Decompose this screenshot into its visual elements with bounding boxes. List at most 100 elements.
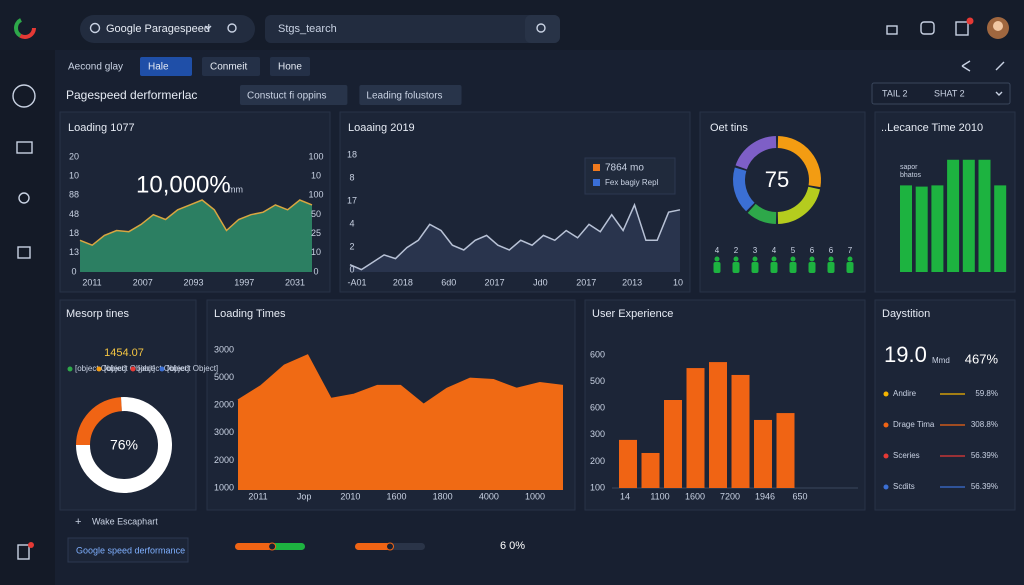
x-tick-label: 6d0 (441, 277, 456, 287)
page-title: Pagespeed derformerlac (66, 88, 197, 102)
panel-title: Loaaing 2019 (348, 122, 415, 134)
y-tick-label: 10 (311, 247, 321, 257)
people-count: 2 (734, 246, 739, 255)
people-count: 3 (753, 246, 758, 255)
notify-icon[interactable] (955, 21, 969, 36)
x-tick-label: 2011 (82, 277, 101, 287)
bar (915, 186, 928, 272)
chat-icon[interactable] (920, 21, 935, 35)
legend-label: Fex bagiy Repl (605, 178, 659, 187)
unit: mm (228, 184, 243, 194)
row-label: Andire (893, 389, 917, 398)
y-tick-label: 100 (308, 190, 323, 200)
donut-segment (735, 136, 777, 170)
pin-icon[interactable] (18, 192, 30, 204)
sidebar (0, 50, 55, 585)
legend-dot (159, 366, 165, 372)
share-icon[interactable] (961, 60, 971, 72)
y-tick-label: 300 (590, 429, 605, 439)
x-tick-label: 1800 (433, 491, 453, 501)
lock-icon[interactable] (886, 25, 898, 35)
value: 1454.07 (104, 347, 144, 359)
unit: Mmd (932, 356, 950, 365)
y-tick-label: 48 (69, 209, 79, 219)
badge (28, 542, 34, 548)
legend-swatch (593, 179, 600, 186)
search-text: Google Paragespeed (106, 23, 210, 35)
search-icon (536, 23, 546, 33)
chevron (995, 91, 1003, 96)
bar (619, 439, 637, 488)
add-button[interactable]: + (75, 516, 81, 528)
person-icon (714, 256, 720, 262)
select-label: SHAT 2 (934, 88, 965, 98)
tab[interactable] (140, 57, 192, 76)
person-icon (809, 256, 815, 262)
search-box[interactable] (80, 15, 255, 43)
folder-icon[interactable] (16, 141, 33, 154)
y-tick-label: 10 (311, 171, 321, 181)
footer-label: Wake Escaphart (92, 516, 158, 526)
row-dot (883, 391, 889, 397)
footer-percent: 6 0% (500, 540, 525, 552)
x-tick-label: 1946 (755, 491, 775, 501)
x-tick-label: 650 (792, 491, 807, 501)
search-button[interactable] (525, 15, 560, 43)
area (80, 200, 312, 272)
person-icon (771, 256, 777, 262)
x-tick-label: 7200 (720, 491, 740, 501)
badge (966, 17, 974, 25)
legend-label: 7864 mo (605, 163, 644, 174)
logo[interactable] (14, 17, 36, 39)
button[interactable] (359, 85, 462, 105)
bar (947, 159, 960, 272)
y-tick-label: 600 (590, 349, 605, 359)
panel-title: ..Lecance Time 2010 (881, 122, 983, 134)
tab[interactable] (202, 57, 260, 76)
donut-center: 76% (110, 437, 138, 453)
tab[interactable] (270, 57, 310, 76)
donut-segment (777, 186, 821, 224)
y-tick-label: 13 (69, 247, 79, 257)
y-tick-label: 18 (69, 228, 79, 238)
y-tick-label: 500 (590, 376, 605, 386)
row-dot (883, 484, 889, 490)
percent: 467% (965, 351, 999, 366)
bag-icon[interactable] (17, 246, 31, 259)
legend-label: sapor (900, 164, 918, 171)
y-tick-label: 200 (590, 456, 605, 466)
x-tick-label: -A01 (347, 277, 366, 287)
area (350, 204, 680, 272)
device-icon[interactable] (17, 544, 30, 560)
select-group[interactable] (871, 82, 1011, 105)
search-box[interactable] (265, 15, 560, 43)
button[interactable] (240, 85, 348, 105)
donut-segment (777, 136, 821, 188)
home-icon[interactable] (12, 84, 36, 108)
y-tick-label: 20 (69, 151, 79, 161)
row-value: 308.8% (971, 420, 998, 429)
row-label: Drage Tima (893, 420, 935, 429)
y-tick-label: 2000 (214, 455, 234, 465)
y-tick-label: 3000 (214, 344, 234, 354)
y-tick-label: 10 (69, 171, 79, 181)
people-count: 7 (848, 246, 853, 255)
toolbar-label: Aecond glay (68, 62, 123, 73)
edit-icon[interactable] (995, 61, 1005, 71)
panel-title: Loading Times (214, 308, 286, 320)
person-icon (827, 262, 835, 273)
footer-box[interactable] (67, 537, 189, 563)
panel-title: Oet tins (710, 122, 748, 134)
legend-dot (130, 366, 136, 372)
row-value: 56.39% (971, 482, 998, 491)
legend-label: [object Object] (167, 364, 218, 373)
y-tick-label: 3000 (214, 427, 234, 437)
x-tick-label: 2018 (393, 277, 413, 287)
person-icon (790, 256, 796, 262)
bar (931, 185, 944, 272)
x-tick-label: 2017 (485, 277, 505, 287)
progress-knob (386, 542, 394, 551)
people-count: 6 (829, 246, 834, 255)
x-tick-label: 1600 (685, 491, 705, 501)
row-label: Scdits (893, 482, 915, 491)
